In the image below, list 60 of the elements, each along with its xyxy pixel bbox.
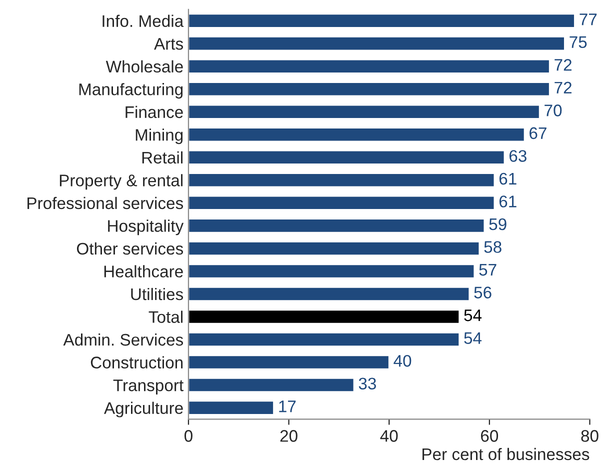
data-label: 33 xyxy=(358,378,376,390)
y-tick-label: Professional services xyxy=(28,196,184,210)
bar xyxy=(188,195,496,210)
y-tick-label: Agriculture xyxy=(104,402,183,418)
y-tick-label: Total xyxy=(148,310,183,323)
bar xyxy=(188,400,274,416)
y-tick-label: Info. Media xyxy=(102,14,184,28)
y-tick-label: Finance xyxy=(126,106,183,118)
y-tick-label: Retail xyxy=(142,151,183,164)
y-tick-label: Mining xyxy=(136,128,183,144)
data-label: 54 xyxy=(464,310,482,322)
x-tick-label: 40 xyxy=(380,430,398,442)
data-label: 61 xyxy=(499,196,516,208)
y-tick-label: Arts xyxy=(154,38,184,50)
bar xyxy=(188,127,526,142)
x-tick-label: 20 xyxy=(280,430,298,442)
bar xyxy=(188,378,355,393)
bar xyxy=(188,172,496,188)
bar xyxy=(188,354,390,370)
y-tick-label: Property & rental xyxy=(60,174,183,190)
data-label: 61 xyxy=(499,172,516,185)
bar xyxy=(188,36,566,52)
data-label: 67 xyxy=(530,127,546,140)
y-tick-label: Transport xyxy=(113,380,184,395)
bar xyxy=(188,13,576,28)
y-tick-label: Wholesale xyxy=(106,60,183,73)
y-tick-label: Admin. Services xyxy=(63,333,184,346)
y-tick-label: Healthcare xyxy=(104,265,183,278)
y-tick-label: Construction xyxy=(90,356,183,368)
bar xyxy=(188,286,470,302)
y-tick-label: Manufacturing xyxy=(79,83,183,99)
bar xyxy=(188,264,476,279)
data-label: 72 xyxy=(554,59,572,71)
data-label: 57 xyxy=(479,264,496,276)
data-label: 54 xyxy=(464,332,482,344)
data-label: 72 xyxy=(554,82,572,94)
data-label: 77 xyxy=(580,14,597,26)
y-tick-label: Hospitality xyxy=(108,220,184,236)
x-tick-label: 0 xyxy=(184,430,192,442)
bar xyxy=(188,82,550,97)
bar xyxy=(188,58,550,74)
data-label: 56 xyxy=(474,286,492,298)
data-label: 70 xyxy=(544,104,562,116)
data-label: 40 xyxy=(394,354,412,367)
x-axis-title: Per cent of businesses xyxy=(422,448,590,460)
bar xyxy=(188,332,460,348)
y-tick-label: Other services xyxy=(76,242,184,255)
data-label: 59 xyxy=(489,218,506,230)
data-label: 17 xyxy=(279,400,296,412)
bar xyxy=(188,104,540,120)
x-tick-label: 80 xyxy=(581,430,598,442)
data-label: 75 xyxy=(570,36,587,48)
data-label: 63 xyxy=(510,150,526,162)
bar xyxy=(188,309,460,324)
x-tick-label: 60 xyxy=(481,430,498,442)
bar xyxy=(188,150,506,165)
y-tick-label: Utilities xyxy=(131,288,184,300)
bar xyxy=(188,218,486,234)
data-label: 58 xyxy=(484,241,502,253)
bar xyxy=(188,240,480,256)
